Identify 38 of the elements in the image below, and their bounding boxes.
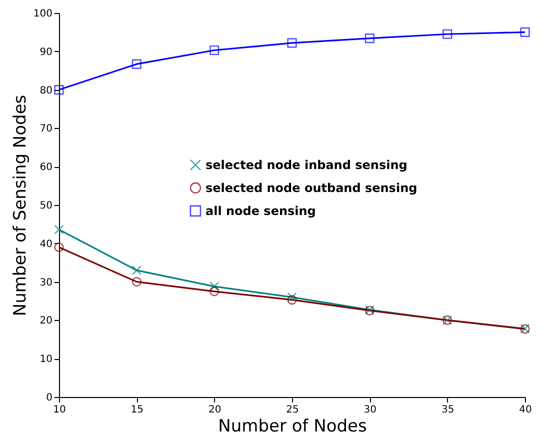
x-tick-label: 40 <box>519 404 532 416</box>
point <box>54 242 64 252</box>
point <box>54 224 64 234</box>
point <box>287 38 297 48</box>
x-tick-label: 35 <box>441 404 454 416</box>
x-tick-label: 15 <box>130 404 144 416</box>
point <box>287 295 297 305</box>
point <box>132 277 142 287</box>
y-tick-label: 60 <box>40 162 52 174</box>
y-tick-label: 30 <box>40 277 52 288</box>
point <box>364 34 374 44</box>
y-tick-label: 70 <box>40 124 52 135</box>
x-tick-label: 10 <box>53 404 66 416</box>
x-tick-label: 30 <box>364 404 377 416</box>
y-tick-label: 0 <box>46 392 52 404</box>
y-tick-label: 50 <box>40 200 52 212</box>
x-tick-label: 25 <box>286 404 299 416</box>
y-tick-label: 80 <box>40 85 52 96</box>
y-tick-label: 100 <box>33 8 52 20</box>
y-tick-label: 40 <box>40 238 52 250</box>
y-tick-label: 20 <box>40 316 52 327</box>
point <box>210 45 220 56</box>
y-tick-label: 90 <box>40 46 52 58</box>
point <box>132 265 142 276</box>
legend-label: selected node outband sensing <box>205 180 418 195</box>
point <box>54 85 64 95</box>
point <box>132 59 142 69</box>
point <box>210 282 220 292</box>
y-axis-title: Number of Sensing Nodes <box>10 94 30 316</box>
y-tick-label: 10 <box>40 354 52 366</box>
point <box>442 29 452 39</box>
x-axis-title: Number of Nodes <box>218 416 367 436</box>
point <box>520 27 530 37</box>
point <box>287 292 297 302</box>
legend-label: selected node inband sensing <box>205 158 408 172</box>
point <box>210 286 220 296</box>
x-tick-label: 20 <box>208 404 222 416</box>
legend-label: all node sensing <box>205 204 316 218</box>
